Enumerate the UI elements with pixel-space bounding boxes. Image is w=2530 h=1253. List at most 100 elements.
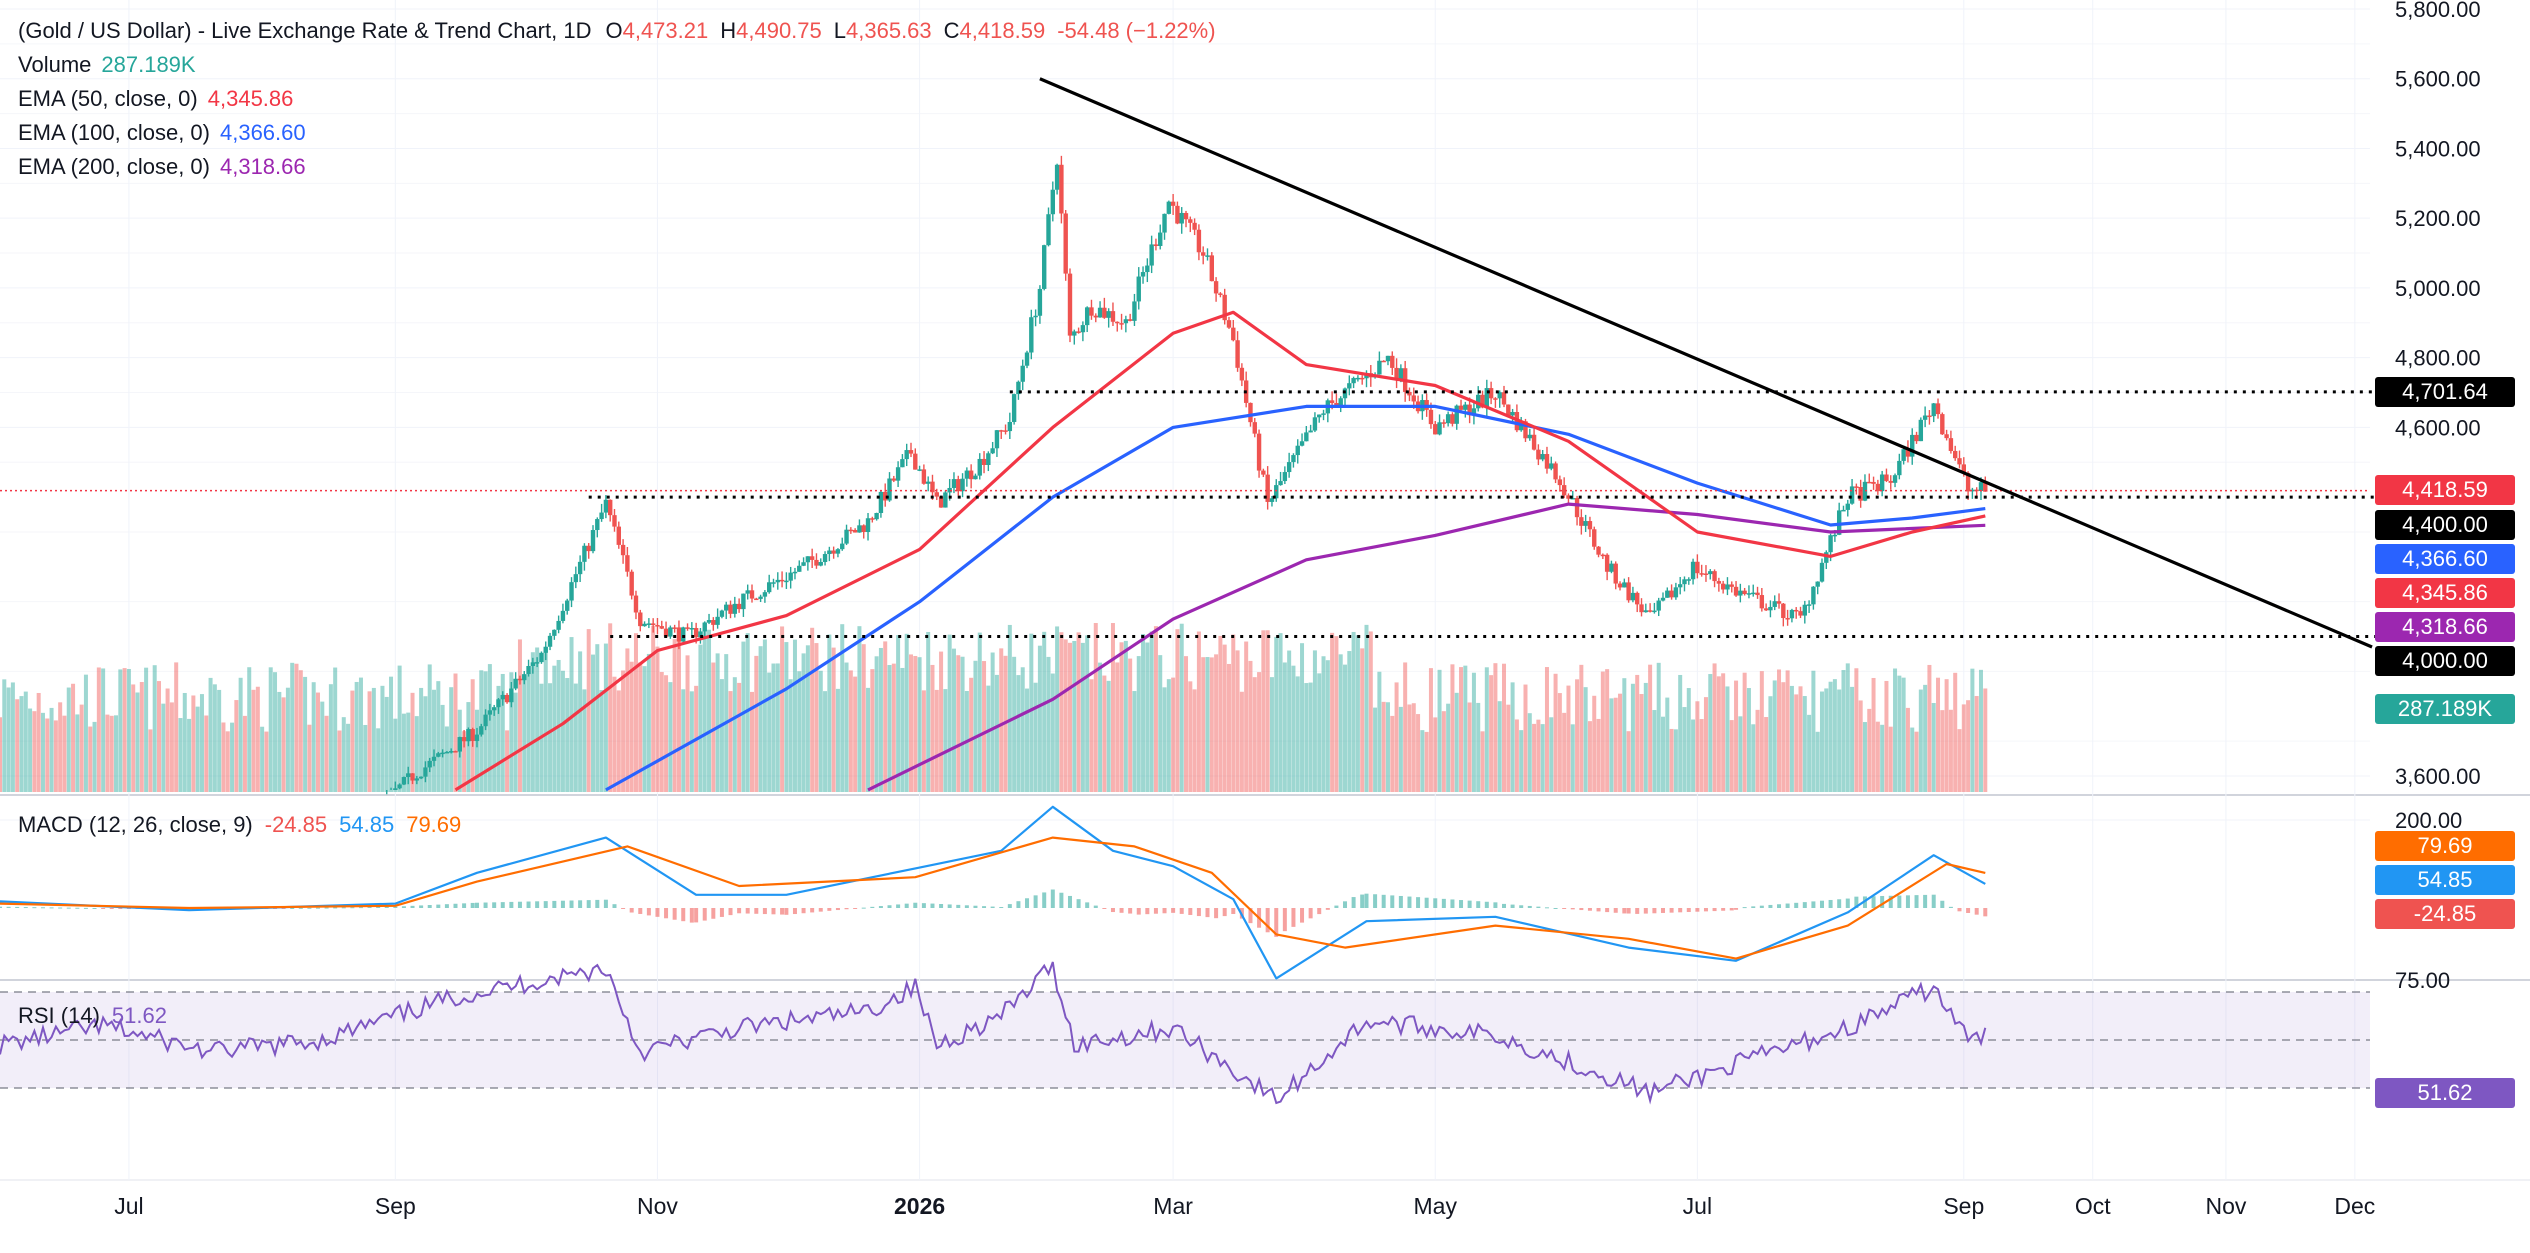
- volume-bar: [741, 641, 746, 792]
- ohlc-high: H4,490.75: [720, 18, 822, 43]
- volume-bar: [1957, 729, 1962, 792]
- volume-bar: [1437, 669, 1442, 792]
- candle-body: [835, 549, 841, 554]
- candle-body: [1725, 584, 1730, 590]
- volume-bar: [986, 685, 991, 792]
- macd-histogram-bar: [711, 908, 716, 919]
- volume-bar: [651, 625, 656, 792]
- candle-body: [1007, 421, 1013, 432]
- volume-bar: [251, 689, 256, 792]
- volume-bar: [311, 682, 316, 792]
- volume-bar: [1884, 680, 1889, 792]
- candle-body: [1867, 481, 1872, 484]
- badge-macd-line: 54.85: [2375, 865, 2515, 895]
- volume-bar: [1781, 682, 1786, 792]
- rsi-tick-label: 75.00: [2395, 968, 2450, 993]
- macd-histogram-bar: [32, 907, 37, 909]
- volume-bar: [616, 690, 621, 792]
- rsi-title: RSI (14): [18, 1003, 100, 1028]
- candle-body: [1703, 573, 1709, 575]
- volume-bar: [45, 718, 50, 792]
- volume-bar: [591, 654, 596, 792]
- macd-histogram-bar: [1905, 895, 1910, 908]
- volume-bar: [750, 691, 755, 792]
- volume-bar: [1514, 719, 1519, 792]
- volume-bar: [517, 639, 522, 792]
- volume-bar: [1244, 641, 1249, 792]
- ema100-value: 4,366.60: [219, 120, 306, 145]
- candle-body: [1123, 319, 1129, 324]
- volume-bar: [608, 623, 613, 792]
- candle-body: [1329, 400, 1335, 404]
- candle-body: [1673, 587, 1679, 598]
- candle-body: [1407, 391, 1412, 396]
- candle-body: [1084, 307, 1090, 326]
- candle-body: [1046, 214, 1051, 246]
- time-tick-label: Nov: [637, 1193, 678, 1219]
- volume-bar: [1519, 730, 1524, 792]
- volume-bar: [303, 676, 308, 792]
- volume-bar: [664, 675, 669, 792]
- candle-body: [754, 598, 759, 601]
- macd-histogram-bar: [384, 906, 389, 908]
- volume-bar: [625, 648, 630, 792]
- volume-bar: [1420, 730, 1425, 792]
- badge-support-low: 4,000.00: [2375, 646, 2515, 676]
- badge-resistance: 4,701.64: [2375, 377, 2515, 407]
- volume-bar: [1308, 682, 1313, 792]
- volume-bar: [1166, 679, 1171, 792]
- candle-body: [1441, 422, 1447, 424]
- volume-bar: [1390, 715, 1395, 792]
- macd-histogram-bar: [1519, 905, 1524, 908]
- candle-body: [1540, 454, 1545, 460]
- macd-histogram-bar: [58, 907, 63, 909]
- volume-bar: [814, 643, 819, 792]
- macd-histogram-bar: [1502, 903, 1507, 908]
- macd-histogram-bar: [646, 908, 651, 916]
- volume-bar: [1983, 688, 1988, 792]
- candle-body: [900, 459, 905, 468]
- volume-label: Volume: [18, 52, 92, 77]
- volume-bar: [1845, 663, 1850, 792]
- volume-bar: [505, 730, 510, 792]
- volume-bar: [1025, 688, 1030, 792]
- macd-histogram-bar: [1398, 895, 1403, 908]
- volume-bar: [1708, 674, 1713, 792]
- macd-histogram-bar: [1416, 897, 1421, 908]
- macd-histogram-bar: [410, 905, 415, 908]
- candle-body: [822, 554, 828, 563]
- price-tick-label: 4,600.00: [2395, 415, 2481, 440]
- macd-histogram-bar: [419, 905, 424, 908]
- candle-body: [1940, 414, 1945, 435]
- volume-bar: [951, 648, 956, 792]
- candle-body: [1291, 455, 1296, 463]
- volume-bar: [642, 666, 647, 792]
- macd-histogram-bar: [1291, 908, 1296, 927]
- volume-bar: [509, 672, 514, 792]
- candle-body: [1544, 454, 1550, 469]
- volume-bar: [1141, 633, 1146, 792]
- macd-histogram-bar: [1652, 908, 1657, 914]
- candle-body: [1738, 590, 1743, 596]
- candle-body: [1183, 212, 1189, 220]
- volume-bar: [866, 687, 871, 792]
- volume-bar: [15, 699, 20, 792]
- macd-histogram-bar: [861, 907, 866, 909]
- volume-bar: [1394, 682, 1399, 792]
- volume-bar: [1265, 630, 1270, 792]
- volume-bar: [1321, 656, 1326, 792]
- volume-bar: [1304, 683, 1309, 792]
- volume-bar: [1175, 629, 1180, 792]
- badge-ema200: 4,318.66: [2375, 612, 2515, 642]
- candle-body: [1549, 463, 1554, 469]
- macd-histogram-bar: [1751, 906, 1756, 908]
- volume-bar: [522, 674, 527, 792]
- macd-histogram-bar: [1231, 908, 1236, 914]
- volume-bar: [698, 644, 703, 792]
- candle-body: [1574, 497, 1580, 518]
- macd-histogram-bar: [1360, 894, 1365, 908]
- candle-body: [1226, 320, 1232, 328]
- candle-body: [552, 629, 557, 636]
- volume-bar: [165, 688, 170, 792]
